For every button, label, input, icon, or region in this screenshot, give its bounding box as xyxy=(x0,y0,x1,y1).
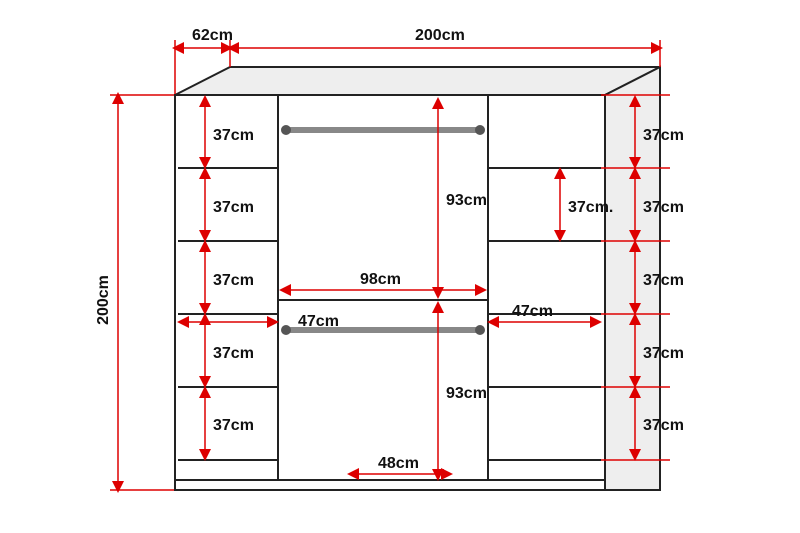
mid93l: 93cm xyxy=(446,385,487,402)
l37-0: 37cm xyxy=(213,127,254,144)
mid98: 98cm xyxy=(360,271,401,288)
mid93u: 93cm xyxy=(446,192,487,209)
diagram-stage: 62cm 200cm 200cm xyxy=(0,0,800,533)
r37-2: 37cm xyxy=(643,272,684,289)
l37-2: 37cm xyxy=(213,272,254,289)
lu47: 47cm xyxy=(298,313,339,330)
r37-0: 37cm xyxy=(643,127,684,144)
l37-4: 37cm xyxy=(213,417,254,434)
left-height-dimension: 200cm xyxy=(95,95,175,490)
r37-3: 37cm xyxy=(643,345,684,362)
r37-1: 37cm xyxy=(643,199,684,216)
r37-4: 37cm xyxy=(643,417,684,434)
wardrobe-dimension-diagram: 62cm 200cm 200cm xyxy=(0,0,800,533)
dim-depth: 62cm xyxy=(192,27,233,44)
l37-3: 37cm xyxy=(213,345,254,362)
mid48: 48cm xyxy=(378,455,419,472)
ru47: 47cm xyxy=(512,303,553,320)
r37p: 37cm. xyxy=(568,199,613,216)
dim-width: 200cm xyxy=(415,27,465,44)
dim-height: 200cm xyxy=(95,275,112,325)
l37-1: 37cm xyxy=(213,199,254,216)
